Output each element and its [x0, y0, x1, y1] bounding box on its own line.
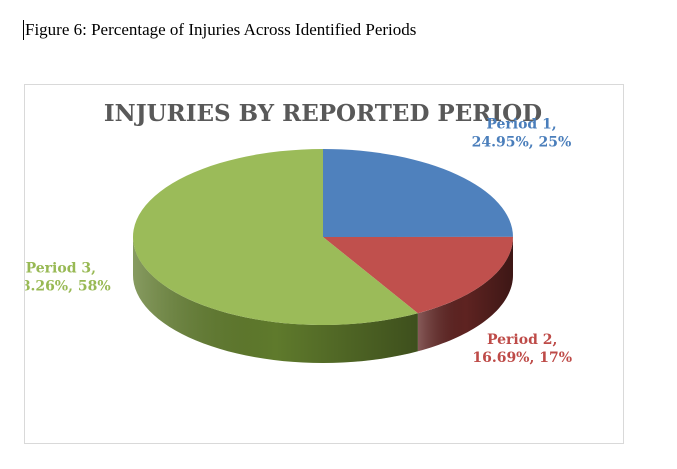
slice-label-period-1-value: 24.95%, 25%: [472, 134, 572, 150]
pie-slice-period-3: [132, 148, 418, 325]
pie-side-shading: [133, 237, 418, 363]
slice-label-period-2-value: 16.69%, 17%: [472, 350, 572, 366]
figure-caption: Figure 6: Percentage of Injuries Across …: [23, 20, 417, 40]
pie-chart: INJURIES BY REPORTED PERIOD Period 1, 24.…: [25, 100, 572, 366]
slice-label-period-3-value: 58.26%, 58%: [25, 279, 111, 295]
pie-side-shading: [417, 237, 513, 352]
pie-tops: [132, 148, 514, 325]
pie-labels: Period 1, 24.95%, 25% Period 2, 16.69%, 17%…: [25, 116, 572, 366]
pie-sides: [133, 237, 513, 363]
slice-label-period-3-name: Period 3,: [26, 261, 96, 277]
pie-slice-period-2: [323, 236, 514, 314]
slice-label-period-1-name: Period 1,: [486, 116, 556, 132]
slice-label-period-2-name: Period 2,: [487, 332, 557, 348]
chart-area: INJURIES BY REPORTED PERIOD Period 1, 24.…: [24, 84, 624, 444]
chart-title: INJURIES BY REPORTED PERIOD: [104, 100, 542, 127]
pie-slice-period-1: [323, 149, 513, 237]
